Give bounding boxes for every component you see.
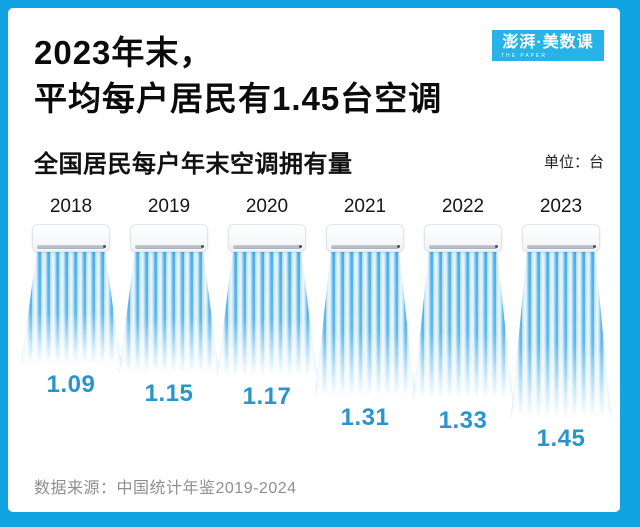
ac-indicator-dot bbox=[201, 245, 204, 248]
chart-column: 2022 1.33 bbox=[413, 196, 513, 453]
ac-indicator-dot bbox=[495, 245, 498, 248]
ac-vent bbox=[527, 245, 595, 249]
ac-vent bbox=[233, 245, 301, 249]
ac-indicator-dot bbox=[593, 245, 596, 248]
pictogram-chart: 2018 1.09 2019 1.15 2020 1.17 2021 1.31 bbox=[8, 196, 620, 453]
wind-stream bbox=[511, 250, 611, 418]
wind-stream bbox=[315, 250, 415, 397]
air-conditioner-icon bbox=[522, 224, 600, 252]
unit-label: 单位：台 bbox=[543, 154, 604, 171]
ac-vent bbox=[429, 245, 497, 249]
chart-header-row: 全国居民每户年末空调拥有量 单位：台 bbox=[34, 144, 604, 179]
data-source: 数据来源：中国统计年鉴2019-2024 bbox=[34, 480, 297, 497]
brand-logo-subtext: THE PAPER bbox=[501, 53, 547, 59]
content-card: 2023年末， 平均每户居民有1.45台空调 澎湃·美数课 THE PAPER 全… bbox=[8, 8, 620, 512]
air-conditioner-icon bbox=[32, 224, 110, 252]
chart-subtitle: 全国居民每户年末空调拥有量 bbox=[34, 151, 353, 178]
ac-indicator-dot bbox=[397, 245, 400, 248]
wind-stream bbox=[119, 250, 219, 373]
chart-column: 2020 1.17 bbox=[217, 196, 317, 453]
value-label: 1.15 bbox=[144, 380, 194, 407]
ac-indicator-dot bbox=[299, 245, 302, 248]
air-conditioner-icon bbox=[326, 224, 404, 252]
chart-column: 2021 1.31 bbox=[315, 196, 415, 453]
ac-indicator-dot bbox=[103, 245, 106, 248]
wind-stream bbox=[413, 250, 513, 400]
value-label: 1.45 bbox=[536, 425, 586, 452]
value-label: 1.09 bbox=[46, 371, 96, 398]
value-label: 1.17 bbox=[242, 383, 292, 410]
wind-stream bbox=[21, 250, 121, 364]
brand-logo-text: 澎湃·美数课 bbox=[502, 34, 594, 51]
year-label: 2021 bbox=[343, 196, 387, 217]
year-label: 2020 bbox=[245, 196, 289, 217]
value-label: 1.31 bbox=[340, 404, 390, 431]
year-label: 2019 bbox=[147, 196, 191, 217]
year-label: 2022 bbox=[441, 196, 485, 217]
ac-vent bbox=[331, 245, 399, 249]
year-label: 2018 bbox=[49, 196, 93, 217]
wind-stream bbox=[217, 250, 317, 376]
chart-column: 2019 1.15 bbox=[119, 196, 219, 453]
air-conditioner-icon bbox=[228, 224, 306, 252]
chart-column: 2023 1.45 bbox=[511, 196, 611, 453]
ac-vent bbox=[135, 245, 203, 249]
year-label: 2023 bbox=[539, 196, 583, 217]
page-title: 2023年末， 平均每户居民有1.45台空调 bbox=[34, 30, 442, 122]
air-conditioner-icon bbox=[424, 224, 502, 252]
ac-vent bbox=[37, 245, 105, 249]
title-line-1: 2023年末， bbox=[34, 34, 214, 71]
brand-logo: 澎湃·美数课 THE PAPER bbox=[492, 30, 604, 61]
title-line-2: 平均每户居民有1.45台空调 bbox=[34, 80, 443, 117]
value-label: 1.33 bbox=[438, 407, 488, 434]
chart-column: 2018 1.09 bbox=[21, 196, 121, 453]
air-conditioner-icon bbox=[130, 224, 208, 252]
